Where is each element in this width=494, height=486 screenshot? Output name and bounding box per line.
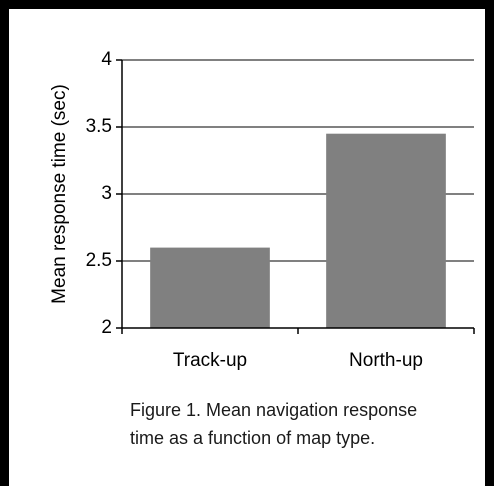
y-tick-label-2: 3: [101, 183, 112, 204]
y-tick-labels: 2 2.5 3 3.5 4: [86, 49, 122, 338]
bar-north-up: [326, 133, 446, 328]
y-tick-label-1: 2.5: [86, 250, 112, 271]
x-tick-labels: Track-up North-up: [173, 350, 423, 371]
x-tick-label-track-up: Track-up: [173, 350, 247, 371]
bars: [150, 133, 446, 328]
y-axis-label: Mean response time (sec): [49, 84, 70, 304]
y-tick-label-4: 4: [101, 49, 112, 70]
y-tick-label-0: 2: [101, 317, 112, 338]
y-tick-label-3: 3.5: [86, 116, 112, 137]
bar-track-up: [150, 247, 270, 328]
caption-line-2: time as a function of map type.: [130, 428, 376, 448]
figure-caption: Figure 1. Mean navigation response time …: [130, 396, 470, 452]
x-tick-label-north-up: North-up: [349, 350, 423, 371]
caption-line-1: Figure 1. Mean navigation response: [130, 400, 418, 420]
